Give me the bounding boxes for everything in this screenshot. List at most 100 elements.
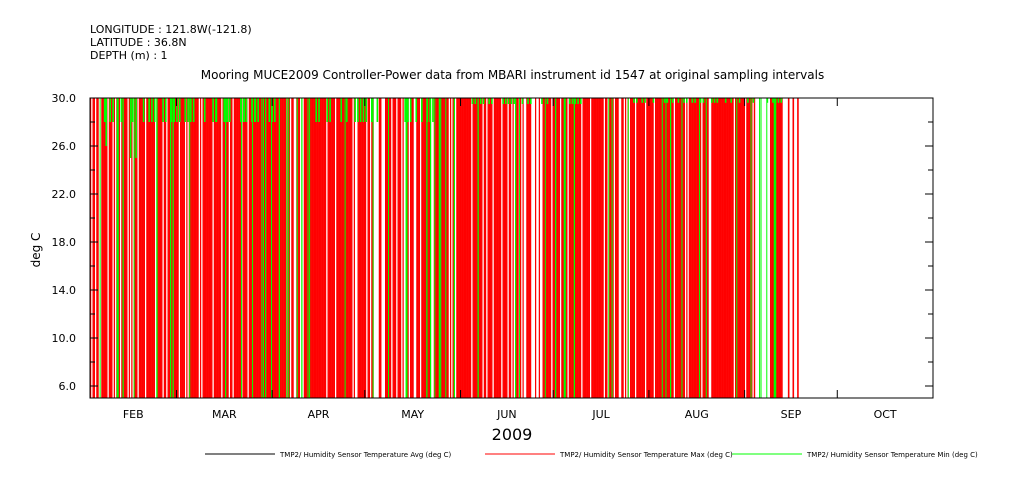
max-bar <box>511 98 513 398</box>
max-bar <box>435 98 437 398</box>
max-bar <box>107 98 109 398</box>
min-bar <box>710 98 713 103</box>
min-bar <box>683 98 685 103</box>
max-bar <box>705 98 707 398</box>
max-bar <box>583 98 586 398</box>
max-bar <box>331 98 333 398</box>
max-bar <box>482 98 484 398</box>
max-bar <box>525 98 527 398</box>
max-bar <box>397 98 399 398</box>
max-bar <box>672 98 674 398</box>
max-bar <box>685 98 687 398</box>
max-bar <box>162 98 164 398</box>
min-bar <box>212 98 214 122</box>
max-bar <box>423 98 426 398</box>
min-bar <box>415 98 418 122</box>
max-bar <box>147 98 149 398</box>
max-bar <box>645 98 647 398</box>
min-bar <box>747 98 749 103</box>
max-bar <box>671 98 673 398</box>
max-bar <box>98 98 101 398</box>
max-bar <box>227 98 229 398</box>
max-bar <box>547 98 549 398</box>
max-bar <box>772 98 774 398</box>
plot-frame <box>89 97 934 399</box>
max-bar <box>237 98 239 398</box>
max-bar <box>126 98 128 398</box>
max-bar <box>398 98 401 398</box>
max-bar <box>393 98 396 398</box>
max-bar <box>163 98 166 398</box>
x-tick-label: JUN <box>496 408 517 421</box>
max-bar <box>637 98 639 398</box>
max-bar <box>465 98 467 398</box>
max-bar <box>363 98 366 398</box>
max-bar <box>413 98 416 398</box>
max-bar <box>505 98 507 398</box>
max-bar <box>392 98 394 398</box>
max-bar <box>651 98 653 398</box>
min-bar <box>240 98 242 122</box>
legend-label: TMP2/ Humidity Sensor Temperature Max (d… <box>559 451 733 459</box>
max-bar <box>536 98 538 398</box>
max-bar <box>282 98 284 398</box>
max-bar <box>410 98 412 398</box>
max-bar <box>280 98 282 398</box>
max-bar <box>125 98 127 398</box>
min-line <box>252 98 254 398</box>
max-bar <box>102 98 104 398</box>
max-bar <box>578 98 581 398</box>
max-bar <box>700 98 702 398</box>
max-bar <box>677 98 679 398</box>
max-bar <box>487 98 489 398</box>
max-bar <box>706 98 708 398</box>
max-bar <box>290 98 292 398</box>
max-bar <box>442 98 444 398</box>
max-bar <box>112 98 114 398</box>
max-bar <box>92 98 94 398</box>
max-bar <box>570 98 572 398</box>
min-bar <box>672 98 674 103</box>
max-bar <box>643 98 646 398</box>
max-bar <box>781 98 783 398</box>
max-bar <box>272 98 274 398</box>
max-bar <box>472 98 474 398</box>
min-bar <box>257 98 259 122</box>
max-bar <box>702 98 704 398</box>
max-bar <box>602 98 604 398</box>
max-bar <box>191 98 193 398</box>
max-bar <box>436 98 438 398</box>
metadata-block: LONGITUDE : 121.8W(-121.8) LATITUDE : 36… <box>90 23 252 62</box>
max-bar <box>222 98 224 398</box>
max-bar <box>646 98 648 398</box>
max-bar <box>777 98 779 398</box>
max-bar <box>680 98 682 398</box>
max-bar <box>596 98 598 398</box>
min-bar <box>176 98 178 122</box>
min-line <box>661 98 663 398</box>
max-bar <box>386 98 388 398</box>
min-bar <box>571 98 574 104</box>
max-bar <box>340 98 342 398</box>
max-bar <box>186 98 188 398</box>
max-bar <box>412 98 414 398</box>
min-line <box>608 98 610 398</box>
max-bar <box>148 98 151 398</box>
x-tick-label: FEB <box>123 408 144 421</box>
max-bar <box>182 98 184 398</box>
max-bar <box>480 98 482 398</box>
max-bar <box>242 98 244 398</box>
min-bar <box>407 98 409 122</box>
max-bar <box>710 98 712 398</box>
max-bar <box>127 98 129 398</box>
max-bar <box>601 98 603 398</box>
max-bar <box>426 98 428 398</box>
min-bar <box>223 98 225 122</box>
max-bar <box>538 98 541 398</box>
min-bar <box>641 98 644 103</box>
max-bar <box>246 98 248 398</box>
max-bar <box>717 98 719 398</box>
min-line <box>445 98 447 398</box>
min-line <box>405 98 407 398</box>
min-line <box>699 98 701 398</box>
